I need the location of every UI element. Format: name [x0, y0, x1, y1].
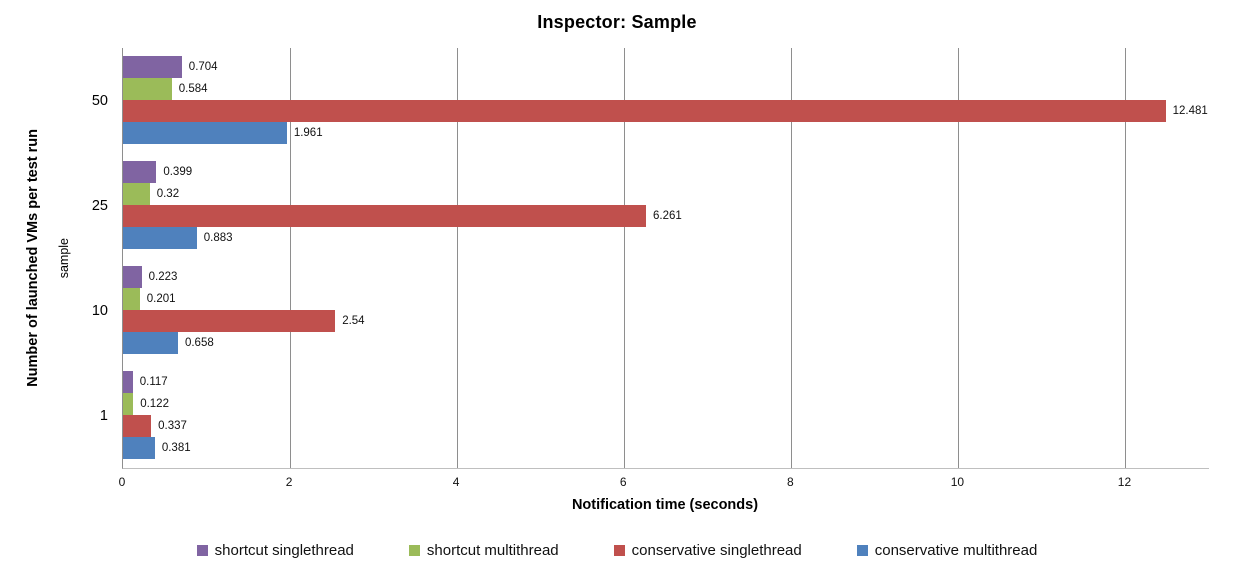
- plot-area: 50 0.704 0.584 12.481 1.961 25 0.399 0.32 6.261 0…: [92, 48, 1209, 469]
- x-axis-title: Notification time (seconds): [571, 497, 759, 513]
- bar-conservative-multithread: [123, 227, 197, 249]
- bar-value-label: 0.117: [139, 376, 168, 388]
- legend-label: conservative singlethread: [631, 541, 802, 559]
- bar-value-label: 2.54: [342, 315, 365, 327]
- bar-conservative-multithread: [123, 437, 155, 459]
- bar-row: 0.584: [123, 78, 1209, 100]
- bar-shortcut-singlethread: [123, 266, 142, 288]
- bar-shortcut-multithread: [123, 78, 172, 100]
- gridline: [791, 48, 793, 468]
- bar-value-label: 0.399: [163, 166, 193, 178]
- category-band: 25 0.399 0.32 6.261 0.883: [92, 153, 1209, 258]
- bar-value-label: 1.961: [293, 127, 323, 139]
- x-axis-ticks: 0 2 4 6 8 10 12: [118, 475, 1208, 491]
- legend-label: conservative multithread: [874, 541, 1038, 559]
- bar-row: 6.261: [123, 205, 1209, 227]
- x-tick-label: 2: [285, 475, 293, 489]
- category-band: 10 0.223 0.201 2.54 0.658: [92, 258, 1209, 363]
- bar-value-label: 0.883: [203, 232, 233, 244]
- y-tick-label: 25: [91, 197, 108, 214]
- chart-title: Inspector: Sample: [537, 12, 697, 32]
- legend-item: conservative singlethread: [613, 541, 802, 559]
- y-axis-title-wrap: Number of launched VMs per test run: [16, 48, 50, 468]
- bar-row: 12.481: [123, 100, 1209, 122]
- bar-shortcut-singlethread: [123, 371, 133, 393]
- bar-row: 0.117: [123, 371, 1209, 393]
- y-tick-label: 50: [91, 92, 108, 109]
- legend-item: conservative multithread: [856, 541, 1038, 559]
- bar-value-label: 0.584: [178, 83, 208, 95]
- bar-row: 0.223: [123, 266, 1209, 288]
- bar-shortcut-singlethread: [123, 56, 182, 78]
- bar-row: 0.201: [123, 288, 1209, 310]
- y-tick-label: 1: [99, 407, 108, 424]
- bar-value-label: 0.658: [184, 337, 214, 349]
- bar-shortcut-multithread: [123, 183, 150, 205]
- legend-item: shortcut singlethread: [196, 541, 354, 559]
- category-band: 50 0.704 0.584 12.481 1.961: [92, 48, 1209, 153]
- bar-row: 0.122: [123, 393, 1209, 415]
- bar-conservative-multithread: [123, 122, 287, 144]
- legend: shortcut singlethread shortcut multithrea…: [0, 536, 1234, 564]
- y-axis-field-label: sample: [57, 237, 71, 279]
- bar-row: 0.381: [123, 437, 1209, 459]
- bar-row: 0.658: [123, 332, 1209, 354]
- legend-swatch-icon: [408, 544, 420, 556]
- category-band: 1 0.117 0.122 0.337 0.381: [100, 363, 1209, 468]
- bar-conservative-singlethread: [123, 100, 1166, 122]
- bar-value-label: 6.261: [653, 210, 682, 222]
- bar-conservative-multithread: [123, 332, 178, 354]
- bar-shortcut-multithread: [123, 288, 140, 310]
- legend-item: shortcut multithread: [408, 541, 559, 559]
- bar-shortcut-multithread: [123, 393, 134, 415]
- y-axis-title: Number of launched VMs per test run: [25, 129, 41, 387]
- bar-conservative-singlethread: [123, 205, 647, 227]
- x-tick-label: 8: [786, 475, 794, 489]
- bar-row: 0.883: [123, 227, 1209, 249]
- bar-row: 0.337: [123, 415, 1209, 437]
- x-tick-label: 0: [118, 475, 126, 489]
- legend-swatch-icon: [613, 544, 625, 556]
- bar-row: 0.32: [123, 183, 1209, 205]
- legend-label: shortcut multithread: [426, 541, 559, 559]
- legend-label: shortcut singlethread: [214, 541, 354, 559]
- x-tick-label: 12: [1117, 475, 1132, 489]
- y-tick-label: 10: [91, 302, 108, 319]
- x-tick-label: 10: [950, 475, 965, 489]
- bar-value-label: 0.122: [140, 398, 169, 410]
- gridline: [457, 48, 459, 468]
- bar-row: 2.54: [123, 310, 1209, 332]
- legend-swatch-icon: [196, 544, 208, 556]
- bar-conservative-singlethread: [123, 415, 152, 437]
- bar-row: 1.961: [123, 122, 1209, 144]
- gridline: [958, 48, 960, 468]
- gridline: [624, 48, 626, 468]
- bar-value-label: 0.381: [161, 442, 191, 454]
- bar-value-label: 0.337: [158, 420, 187, 432]
- bar-value-label: 0.704: [188, 61, 218, 73]
- bar-value-label: 0.223: [148, 271, 178, 283]
- y-axis-field-wrap: sample: [53, 48, 75, 468]
- bar-value-label: 0.201: [146, 293, 176, 305]
- legend-swatch-icon: [856, 544, 868, 556]
- bar-value-label: 12.481: [1172, 105, 1208, 117]
- bar-row: 0.399: [123, 161, 1209, 183]
- gridline: [1125, 48, 1127, 468]
- bar-conservative-singlethread: [123, 310, 336, 332]
- x-tick-label: 4: [452, 475, 460, 489]
- bar-shortcut-singlethread: [123, 161, 157, 183]
- bar-row: 0.704: [123, 56, 1209, 78]
- gridline: [290, 48, 292, 468]
- x-tick-label: 6: [619, 475, 627, 489]
- bar-value-label: 0.32: [156, 188, 180, 200]
